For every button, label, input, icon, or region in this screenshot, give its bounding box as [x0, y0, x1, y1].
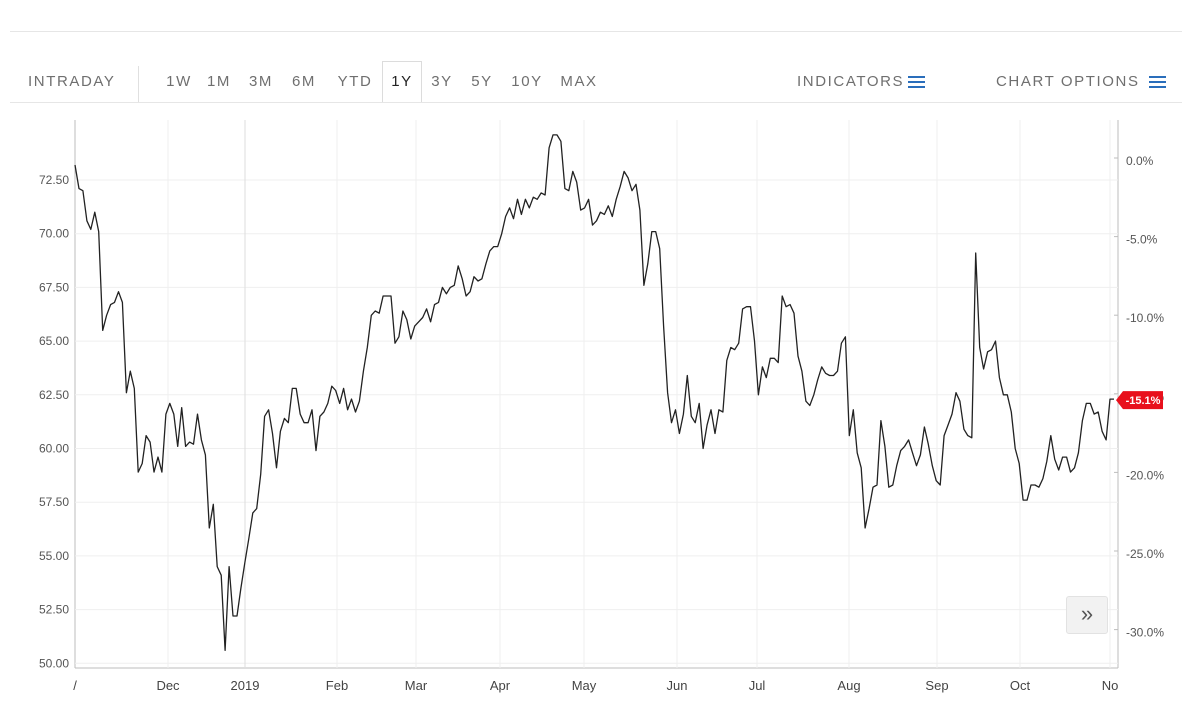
intraday-button[interactable]: INTRADAY	[28, 73, 116, 90]
y-tick-label: 57.50	[39, 495, 69, 509]
price-series-line	[74, 134, 1114, 652]
y-tick-label: 55.00	[39, 549, 69, 563]
range-3y-button[interactable]: 3Y	[431, 73, 453, 90]
y2-tick-label: -5.0%	[1126, 233, 1158, 247]
double-chevron-right-icon: »	[1080, 601, 1094, 626]
x-tick-label: Mar	[405, 678, 428, 693]
y2-tick-label: -20.0%	[1126, 468, 1164, 482]
range-5y-button[interactable]: 5Y	[471, 73, 493, 90]
indicators-label: INDICATORS	[797, 73, 905, 90]
y-tick-label: 67.50	[39, 280, 69, 294]
y-tick-label: 62.50	[39, 388, 69, 402]
x-tick-label: May	[572, 678, 597, 693]
range-1w-button[interactable]: 1W	[166, 73, 192, 90]
y2-tick-label: -25.0%	[1126, 547, 1164, 561]
y2-tick-label: -30.0%	[1126, 626, 1164, 640]
range-1y-button[interactable]: 1Y	[382, 61, 422, 103]
x-tick-label: Dec	[156, 678, 180, 693]
range-ytd-button[interactable]: YTD	[337, 73, 373, 90]
range-3m-button[interactable]: 3M	[248, 73, 274, 90]
range-6m-button[interactable]: 6M	[291, 73, 317, 90]
x-tick-label: /	[73, 678, 77, 693]
last-change-badge	[1116, 391, 1163, 410]
indicators-button[interactable]: INDICATORS	[797, 62, 926, 102]
y-tick-label: 52.50	[39, 603, 69, 617]
last-change-label: -15.1%	[1126, 395, 1161, 407]
x-tick-label: Oct	[1010, 678, 1031, 693]
y-tick-label: 72.50	[39, 173, 69, 187]
menu-icon	[908, 76, 926, 89]
range-max-button[interactable]: MAX	[560, 73, 598, 90]
top-divider	[10, 31, 1182, 32]
x-tick-label: 2019	[231, 678, 260, 693]
y-tick-label: 60.00	[39, 442, 69, 456]
x-tick-label: No	[1102, 678, 1119, 693]
x-tick-label: Apr	[490, 678, 511, 693]
x-tick-label: Aug	[837, 678, 860, 693]
y-tick-label: 65.00	[39, 334, 69, 348]
range-1m-button[interactable]: 1M	[206, 73, 232, 90]
y2-tick-label: 0.0%	[1126, 154, 1154, 168]
y2-tick-label: -10.0%	[1126, 311, 1164, 325]
scroll-forward-button[interactable]: »	[1066, 596, 1108, 634]
menu-icon	[1148, 76, 1166, 89]
x-tick-label: Jul	[749, 678, 766, 693]
range-10y-button[interactable]: 10Y	[511, 73, 543, 90]
toolbar-divider	[138, 66, 139, 102]
chart-options-button[interactable]: CHART OPTIONS	[996, 62, 1166, 102]
x-tick-label: Sep	[925, 678, 948, 693]
chart-options-label: CHART OPTIONS	[996, 73, 1140, 90]
y-tick-label: 70.00	[39, 227, 69, 241]
y-tick-label: 50.00	[39, 656, 69, 670]
range-toolbar: INTRADAY 1W 1M 3M 6M YTD 1Y 3Y 5Y 10Y MA…	[10, 61, 1182, 103]
toolbar-divider-bottom	[10, 102, 1182, 103]
x-tick-label: Jun	[667, 678, 688, 693]
x-tick-label: Feb	[326, 678, 348, 693]
range-buttons: 1W 1M 3M 6M YTD 1Y 3Y 5Y 10Y MAX	[156, 61, 606, 103]
